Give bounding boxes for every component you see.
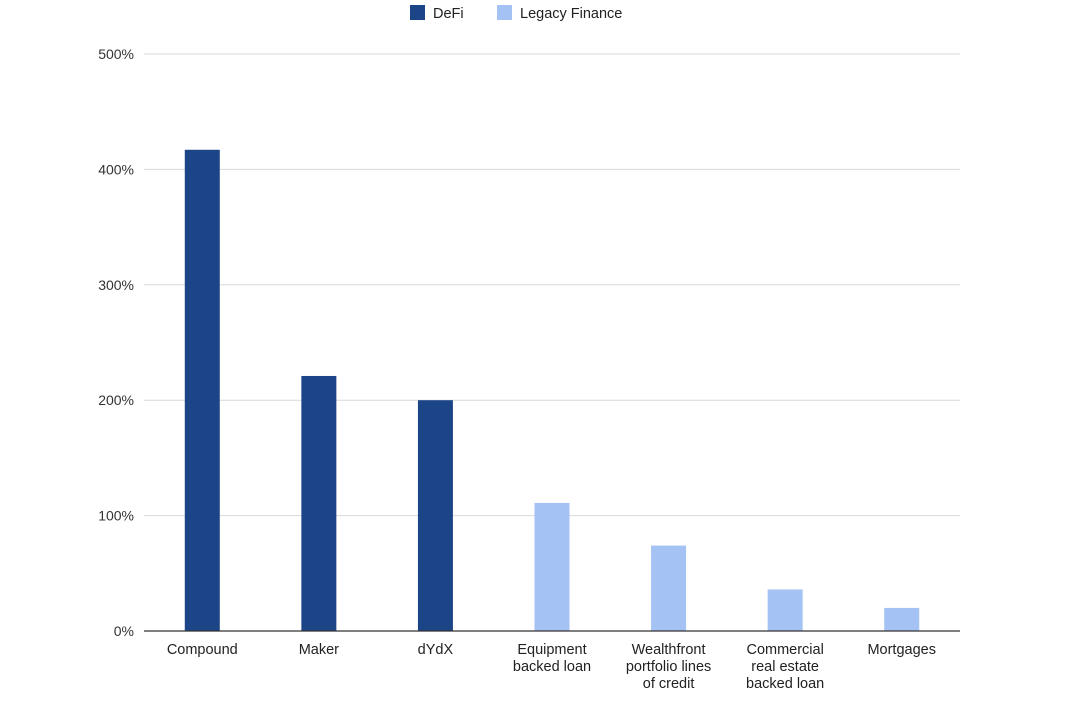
x-tick-label: dYdX <box>418 642 454 658</box>
legend-label: Legacy Finance <box>520 6 622 22</box>
y-tick-label: 200% <box>98 392 134 408</box>
legend-swatch <box>410 5 425 20</box>
bars <box>184 149 920 632</box>
gridlines <box>144 53 960 517</box>
legend-label: DeFi <box>433 6 464 22</box>
bar-defi <box>301 375 337 631</box>
legend-item: DeFi <box>410 5 464 22</box>
y-axis: 0% 100% 200% 300% 400% 500% <box>98 46 134 639</box>
x-tick-label: Wealthfront portfolio lines of credit <box>626 642 711 692</box>
x-axis: Compound Maker dYdX Equipment backed loan Wea… <box>144 630 960 692</box>
legend-swatch <box>497 5 512 20</box>
y-tick-label: 100% <box>98 508 134 524</box>
legend-item: Legacy Finance <box>497 5 622 22</box>
y-tick-label: 400% <box>98 161 134 177</box>
bar-defi <box>184 149 220 632</box>
chart-legend: DeFi Legacy Finance <box>410 5 622 22</box>
bar-legacy-finance <box>651 545 687 631</box>
y-tick-label: 300% <box>98 277 134 293</box>
x-tick-label: Mortgages <box>867 642 936 658</box>
bar-legacy-finance <box>767 589 803 631</box>
x-tick-label: Compound <box>167 642 238 658</box>
bar-legacy-finance <box>534 502 570 631</box>
bar-defi <box>417 400 453 631</box>
x-tick-label: Maker <box>299 642 339 658</box>
y-tick-label: 0% <box>114 623 134 639</box>
y-tick-label: 500% <box>98 46 134 62</box>
x-tick-label: Equipment backed loan <box>513 642 591 675</box>
bar-legacy-finance <box>884 607 920 631</box>
x-tick-label: Commercial real estate backed loan <box>746 642 824 692</box>
